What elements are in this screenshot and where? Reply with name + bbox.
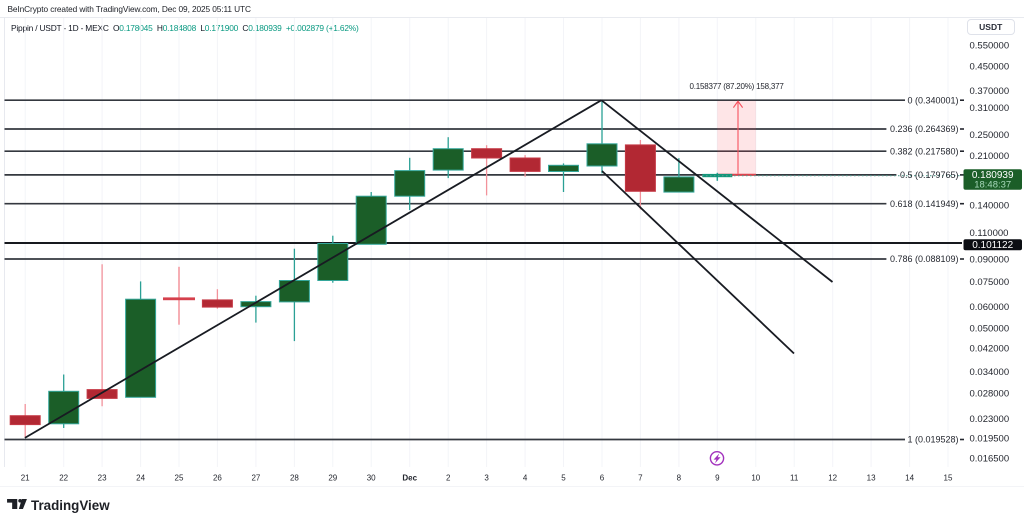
svg-text:0.310000: 0.310000: [970, 103, 1010, 114]
svg-text:Dec: Dec: [402, 474, 417, 483]
svg-text:0.550000: 0.550000: [970, 41, 1010, 52]
svg-text:1 (0.019528): 1 (0.019528): [907, 435, 958, 445]
svg-text:0.075000: 0.075000: [970, 277, 1010, 288]
svg-text:4: 4: [523, 474, 528, 483]
svg-text:26: 26: [213, 474, 222, 483]
svg-text:25: 25: [175, 474, 184, 483]
svg-text:0 (0.340001): 0 (0.340001): [907, 95, 958, 105]
svg-text:0.090000: 0.090000: [970, 255, 1010, 266]
svg-text:6: 6: [600, 474, 605, 483]
svg-text:0.618 (0.141949): 0.618 (0.141949): [890, 199, 959, 209]
svg-text:13: 13: [867, 474, 876, 483]
svg-text:11: 11: [790, 474, 799, 483]
svg-text:9: 9: [715, 474, 720, 483]
svg-text:0.110000: 0.110000: [970, 228, 1009, 239]
svg-text:2: 2: [446, 474, 451, 483]
svg-text:21: 21: [21, 474, 30, 483]
svg-text:0.210000: 0.210000: [970, 151, 1010, 162]
svg-text:10: 10: [751, 474, 760, 483]
svg-text:0.016500: 0.016500: [970, 454, 1010, 465]
svg-text:0.5 (0.179765): 0.5 (0.179765): [900, 170, 959, 180]
svg-text:28: 28: [290, 474, 299, 483]
svg-text:27: 27: [251, 474, 260, 483]
svg-text:15: 15: [944, 474, 953, 483]
svg-text:0.382 (0.217580): 0.382 (0.217580): [890, 146, 959, 156]
svg-text:14: 14: [905, 474, 914, 483]
svg-text:18:48:37: 18:48:37: [974, 180, 1011, 191]
svg-text:0.140000: 0.140000: [970, 201, 1010, 212]
svg-text:0.023000: 0.023000: [970, 414, 1010, 425]
svg-text:0.060000: 0.060000: [970, 302, 1010, 313]
svg-text:0.158377 (87.20%) 158,377: 0.158377 (87.20%) 158,377: [689, 82, 784, 91]
svg-text:0.050000: 0.050000: [970, 323, 1010, 334]
svg-text:0.370000: 0.370000: [970, 86, 1010, 97]
svg-text:0.101122: 0.101122: [972, 240, 1013, 251]
svg-text:0.028000: 0.028000: [970, 388, 1010, 399]
svg-text:0.034000: 0.034000: [970, 367, 1010, 378]
svg-text:23: 23: [98, 474, 107, 483]
svg-text:3: 3: [484, 474, 489, 483]
svg-text:0.236 (0.264369): 0.236 (0.264369): [890, 124, 959, 134]
svg-text:12: 12: [828, 474, 837, 483]
svg-text:0.042000: 0.042000: [970, 343, 1010, 354]
svg-text:29: 29: [328, 474, 337, 483]
svg-text:0.786 (0.088109): 0.786 (0.088109): [890, 254, 959, 264]
svg-text:8: 8: [677, 474, 682, 483]
svg-text:0.450000: 0.450000: [970, 62, 1010, 73]
svg-text:30: 30: [367, 474, 376, 483]
svg-text:0.180939: 0.180939: [972, 170, 1014, 181]
svg-text:0.019500: 0.019500: [970, 434, 1010, 445]
svg-text:5: 5: [561, 474, 566, 483]
svg-text:24: 24: [136, 474, 145, 483]
svg-text:22: 22: [59, 474, 68, 483]
svg-text:0.250000: 0.250000: [970, 130, 1010, 141]
svg-text:7: 7: [638, 474, 643, 483]
